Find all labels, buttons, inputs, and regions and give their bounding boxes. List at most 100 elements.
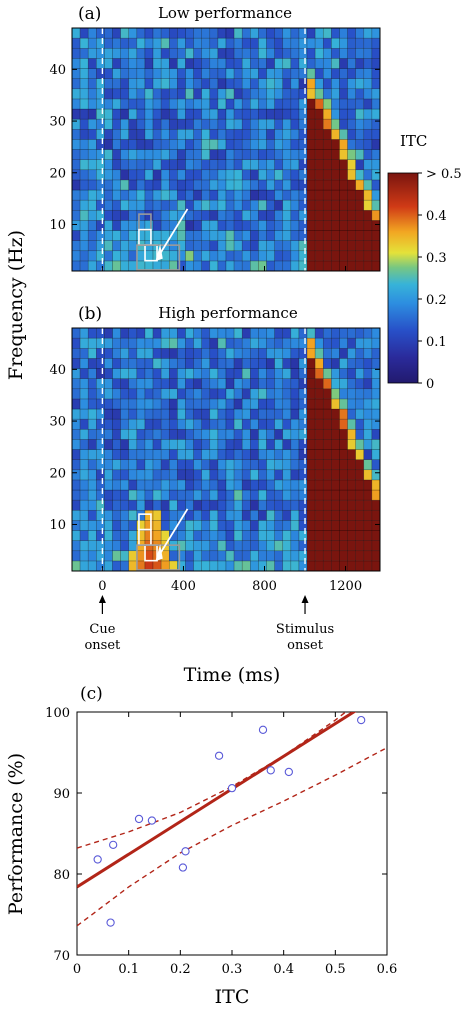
heatmap-cell	[209, 499, 219, 511]
heatmap-cell	[241, 459, 251, 471]
heatmap-cell	[355, 459, 365, 471]
heatmap-cell	[347, 260, 356, 272]
heatmap-cell	[371, 489, 381, 501]
heatmap-cell	[201, 479, 211, 491]
heatmap-cell	[258, 408, 267, 420]
heatmap-cell	[168, 47, 178, 59]
heatmap-cell	[363, 159, 373, 171]
x-tick-label: 0.6	[377, 962, 398, 977]
heatmap-cell	[193, 530, 202, 541]
heatmap-cell	[193, 378, 202, 390]
heatmap-cell	[185, 489, 194, 501]
heatmap-cell	[331, 169, 340, 181]
heatmap-cell	[298, 479, 308, 491]
heatmap-cell	[209, 327, 219, 339]
heatmap-cell	[136, 47, 146, 59]
heatmap-cell	[355, 169, 365, 181]
heatmap-cell	[225, 408, 235, 420]
heatmap-cell	[104, 128, 113, 140]
heatmap-cell	[363, 388, 373, 400]
heatmap-cell	[185, 220, 194, 231]
heatmap-cell	[71, 78, 81, 90]
heatmap-cell	[274, 88, 284, 100]
heatmap-cell	[168, 58, 178, 69]
heatmap-cell	[209, 439, 219, 450]
heatmap-cell	[160, 347, 170, 359]
heatmap-cell	[274, 260, 284, 272]
heatmap-cell	[87, 199, 97, 211]
heatmap-cell	[371, 78, 381, 90]
heatmap-cell	[298, 459, 308, 471]
heatmap-cell	[266, 27, 275, 39]
heatmap-cell	[306, 98, 316, 110]
heatmap-cell	[96, 37, 105, 49]
annotation-label: Stimulus	[276, 622, 334, 637]
heatmap-cell	[266, 199, 275, 211]
heatmap-cell	[217, 27, 227, 39]
heatmap-cell	[201, 499, 211, 511]
heatmap-cell	[306, 139, 316, 150]
heatmap-cell	[136, 530, 146, 541]
heatmap-cell	[339, 260, 348, 272]
heatmap-cell	[160, 108, 170, 120]
y-tick-label: 70	[53, 949, 70, 964]
heatmap-cell	[104, 169, 113, 181]
heatmap-cell	[282, 388, 292, 400]
heatmap-cell	[363, 327, 373, 339]
heatmap-cell	[347, 449, 356, 460]
heatmap-cell	[371, 47, 381, 59]
heatmap-cell	[250, 88, 259, 100]
heatmap-cell	[331, 88, 340, 100]
heatmap-cell	[339, 230, 348, 241]
heatmap-cell	[128, 428, 138, 440]
heatmap-cell	[128, 347, 138, 359]
heatmap-cell	[209, 78, 219, 90]
heatmap-cell	[177, 27, 186, 39]
heatmap-cell	[363, 37, 373, 49]
heatmap-cell	[217, 499, 227, 511]
heatmap-cell	[168, 509, 178, 521]
heatmap-cell	[314, 149, 324, 160]
heatmap-cell	[177, 37, 186, 49]
heatmap-cell	[104, 347, 113, 359]
heatmap-cell	[306, 37, 316, 49]
heatmap-cell	[104, 530, 113, 541]
heatmap-cell	[120, 439, 130, 450]
heatmap-cell	[185, 449, 194, 460]
heatmap-cell	[241, 260, 251, 272]
heatmap-cell	[266, 179, 275, 191]
heatmap-cell	[177, 530, 186, 541]
heatmap-cell	[136, 169, 146, 181]
heatmap-cell	[331, 439, 340, 450]
heatmap-cell	[152, 358, 162, 369]
heatmap-cell	[177, 230, 186, 241]
heatmap-cell	[266, 128, 275, 140]
heatmap-cell	[112, 560, 121, 572]
heatmap-cell	[96, 27, 105, 39]
heatmap-cell	[225, 230, 235, 241]
heatmap-cell	[112, 408, 121, 420]
heatmap-cell	[79, 139, 89, 150]
heatmap-cell	[331, 347, 340, 359]
heatmap-cell	[290, 98, 300, 110]
heatmap-cell	[250, 47, 259, 59]
heatmap-cell	[331, 358, 340, 369]
heatmap-cell	[266, 220, 275, 231]
heatmap-cell	[258, 428, 267, 440]
heatmap-cell	[217, 179, 227, 191]
colorbar-tick-label: 0	[426, 377, 434, 392]
heatmap-cell	[87, 47, 97, 59]
heatmap-cell	[258, 469, 267, 481]
heatmap-cell	[104, 469, 113, 481]
heatmap-cell	[331, 388, 340, 400]
heatmap-cell	[290, 489, 300, 501]
heatmap-cell	[339, 199, 348, 211]
heatmap-cell	[201, 78, 211, 90]
heatmap-cell	[87, 169, 97, 181]
heatmap-cell	[160, 509, 170, 521]
heatmap-cell	[266, 398, 275, 410]
heatmap-cell	[282, 327, 292, 339]
heatmap-cell	[185, 240, 194, 252]
heatmap-cell	[120, 209, 130, 221]
